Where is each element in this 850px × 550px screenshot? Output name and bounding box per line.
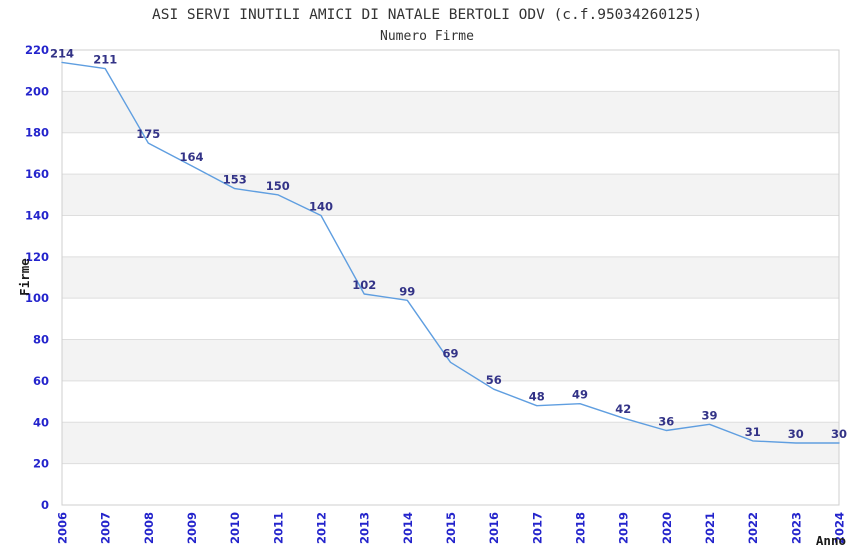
- x-tick-label: 2013: [358, 512, 372, 544]
- y-tick-label: 0: [41, 498, 49, 512]
- y-axis-title: Firme: [17, 258, 32, 296]
- x-tick-label: 2019: [617, 512, 631, 544]
- y-tick-label: 160: [25, 167, 49, 181]
- data-label: 140: [309, 200, 333, 214]
- plot-band: [62, 422, 839, 464]
- data-label: 175: [136, 127, 160, 141]
- data-label: 214: [50, 46, 74, 60]
- x-tick-label: 2010: [228, 512, 242, 544]
- plot-band: [62, 91, 839, 133]
- data-label: 69: [442, 346, 458, 360]
- x-tick-label: 2020: [660, 512, 674, 544]
- y-tick-label: 180: [25, 126, 49, 140]
- data-label: 164: [179, 150, 203, 164]
- x-tick-label: 2012: [315, 512, 329, 544]
- data-label: 30: [831, 427, 847, 441]
- plot-band: [62, 339, 839, 381]
- x-tick-label: 2024: [833, 512, 847, 544]
- plot-band: [62, 256, 839, 299]
- y-tick-label: 200: [25, 84, 49, 98]
- x-tick-label: 2018: [574, 512, 588, 544]
- x-tick-label: 2006: [56, 512, 70, 544]
- chart-subtitle: Numero Firme: [380, 29, 474, 44]
- data-label: 150: [266, 179, 290, 193]
- x-tick-label: 2017: [530, 512, 544, 544]
- data-label: 31: [745, 425, 761, 439]
- data-label: 211: [93, 53, 117, 67]
- data-label: 39: [701, 408, 717, 422]
- data-label: 99: [399, 284, 415, 298]
- y-tick-label: 100: [25, 291, 49, 305]
- x-tick-label: 2022: [746, 512, 760, 544]
- x-tick-label: 2008: [142, 512, 156, 544]
- y-tick-label: 40: [33, 415, 49, 429]
- x-tick-label: 2021: [703, 512, 717, 544]
- data-label: 30: [788, 427, 804, 441]
- plot-band: [62, 174, 839, 216]
- series-line: [61, 61, 840, 444]
- data-label: 42: [615, 402, 631, 416]
- y-tick-label: 60: [33, 374, 49, 388]
- x-tick-label: 2011: [271, 512, 285, 544]
- data-label: 102: [352, 278, 376, 292]
- x-axis-title: Anno: [816, 533, 846, 548]
- x-tick-label: 2009: [185, 512, 199, 544]
- data-label: 49: [572, 388, 588, 402]
- y-tick-label: 120: [25, 250, 49, 264]
- y-tick-label: 20: [33, 457, 49, 471]
- chart-title: ASI SERVI INUTILI AMICI DI NATALE BERTOL…: [152, 7, 702, 23]
- plot-border: [61, 49, 840, 506]
- x-tick-label: 2023: [789, 512, 803, 544]
- data-label: 56: [486, 373, 502, 387]
- x-tick-label: 2014: [401, 512, 415, 544]
- x-tick-label: 2015: [444, 512, 458, 544]
- x-tick-label: 2007: [99, 512, 113, 544]
- data-label: 153: [223, 173, 247, 187]
- y-tick-label: 220: [25, 43, 49, 57]
- x-tick-label: 2016: [487, 512, 501, 544]
- data-label: 48: [529, 390, 545, 404]
- y-tick-label: 140: [25, 208, 49, 222]
- data-label: 36: [658, 415, 674, 429]
- y-tick-label: 80: [33, 333, 49, 347]
